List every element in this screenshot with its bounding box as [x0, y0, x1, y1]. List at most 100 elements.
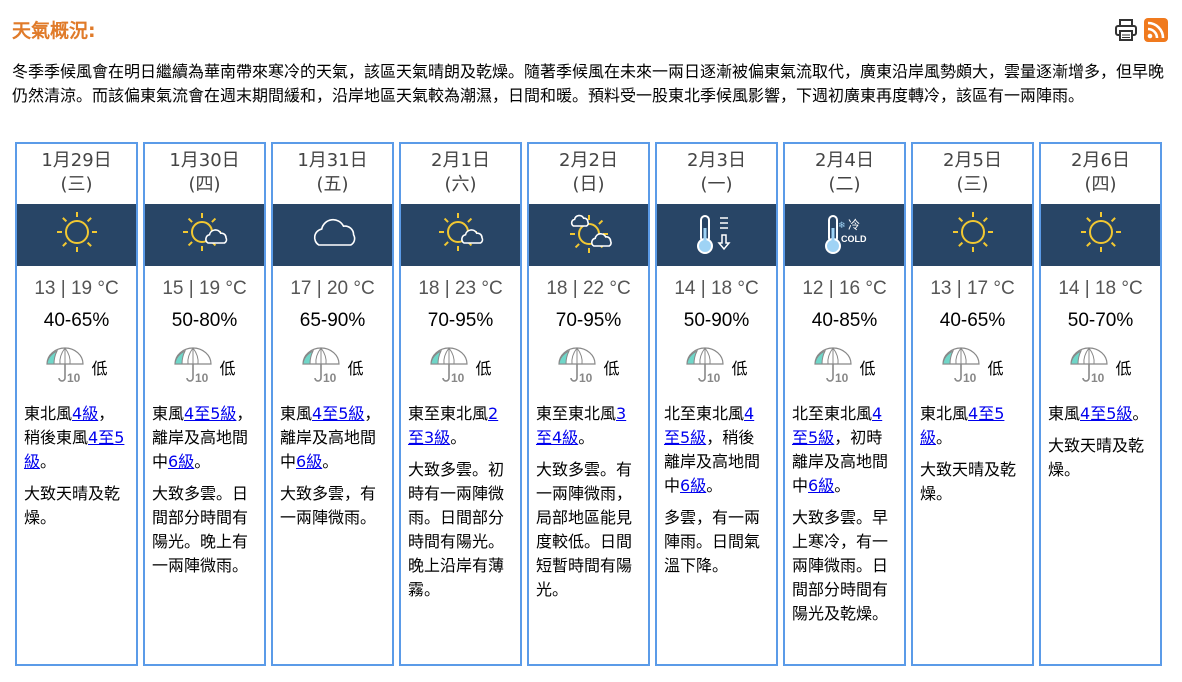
wind-text: 東北風 — [920, 404, 969, 423]
wind-force-link[interactable]: 6級 — [680, 476, 707, 495]
wind-text: ，稍後離岸及高地間中 — [664, 428, 761, 495]
weekday-label: (三) — [60, 174, 93, 195]
date-label: 2月6日 — [1071, 150, 1130, 171]
temperature-range: 14 | 18 °C — [674, 278, 759, 299]
wind-forecast: 北至東北風4至5級，初時離岸及高地間中6級。 — [792, 402, 898, 498]
svg-text:10: 10 — [579, 371, 593, 384]
wind-force-link[interactable]: 4至5級 — [792, 404, 883, 447]
svg-text:10: 10 — [323, 371, 337, 384]
umbrella-icon: 10 — [429, 346, 471, 388]
rain-probability: 低 — [859, 359, 876, 378]
wind-text: 東北風 — [24, 404, 73, 423]
cloudy-weather-icon — [303, 210, 363, 260]
wind-text: 。 — [706, 476, 723, 495]
forecast-date: 2月6日 (四) — [1041, 144, 1160, 204]
wind-force-link[interactable]: 3至4級 — [536, 404, 627, 447]
forecast-day: 2月1日 (六) 18 | 23 °C 70-95% 10 低 東至東北風2至3級。… — [399, 142, 522, 666]
forecast-date: 2月5日 (三) — [913, 144, 1032, 204]
wind-forecast: 東至東北風2至3級。 — [408, 402, 514, 450]
wind-force-link[interactable]: 6級 — [808, 476, 835, 495]
date-label: 2月4日 — [815, 150, 874, 171]
forecast-date: 1月31日 (五) — [273, 144, 392, 204]
forecast-day: 2月2日 (日) 18 | 22 °C 70-95% 10 低 東至東北風3至4級。… — [527, 142, 650, 666]
temperature-range: 12 | 16 °C — [802, 278, 887, 299]
weekday-label: (一) — [700, 174, 733, 195]
forecast-day: 2月4日 (二) ❄ 冷 COLD 12 | 16 °C 40-85% 10 低 北至東… — [783, 142, 906, 666]
wind-text: ，稍後東風 — [24, 404, 115, 447]
weather-overview-text: 冬季季候風會在明日繼續為華南帶來寒冷的天氣，該區天氣晴朗及乾燥。隨著季候風在未來… — [12, 62, 1165, 105]
rain-probability: 低 — [987, 359, 1004, 378]
rain-probability: 低 — [219, 359, 236, 378]
wind-force-link[interactable]: 2至3級 — [408, 404, 499, 447]
wind-force-link[interactable]: 4至5級 — [920, 404, 1005, 447]
wind-text: 。 — [834, 476, 851, 495]
forecast-days: 1月29日 (三) 13 | 19 °C 40-65% 10 低 東北風4級，稍後東… — [15, 142, 1162, 666]
wind-forecast: 東風4至5級。 — [1048, 402, 1154, 426]
umbrella-icon: 10 — [557, 346, 599, 388]
svg-text:10: 10 — [195, 371, 209, 384]
wind-force-link[interactable]: 4級 — [72, 404, 99, 423]
cold-en-label: COLD — [841, 234, 867, 244]
wind-text: 東風 — [280, 404, 313, 423]
rss-icon[interactable] — [1144, 18, 1168, 46]
wind-force-link[interactable]: 4至5級 — [664, 404, 755, 447]
svg-text:10: 10 — [835, 371, 849, 384]
umbrella-icon: 10 — [1069, 346, 1111, 388]
wind-text: 。 — [40, 452, 57, 471]
rain-probability: 低 — [603, 359, 620, 378]
weekday-label: (三) — [956, 174, 989, 195]
printer-icon[interactable] — [1114, 19, 1138, 45]
umbrella-icon: 10 — [685, 346, 727, 388]
humidity-range: 70-95% — [427, 310, 494, 331]
temperature-range: 13 | 17 °C — [930, 278, 1015, 299]
wind-forecast: 北至東北風4至5級，稍後離岸及高地間中6級。 — [664, 402, 770, 498]
weekday-label: (四) — [1084, 174, 1117, 195]
umbrella-icon: 10 — [45, 346, 87, 388]
wind-text: ，離岸及高地間中 — [152, 404, 253, 471]
svg-text:❄: ❄ — [838, 221, 846, 231]
wind-text: 東至東北風 — [536, 404, 617, 423]
wind-force-link[interactable]: 6級 — [168, 452, 195, 471]
temperature-range: 18 | 22 °C — [546, 278, 631, 299]
forecast-day: 2月3日 (一) 14 | 18 °C 50-90% 10 低 北至東北風4至5級，… — [655, 142, 778, 666]
wind-text: ，離岸及高地間中 — [280, 404, 381, 471]
wind-force-link[interactable]: 4至5級 — [312, 404, 365, 423]
temperature-range: 15 | 19 °C — [162, 278, 247, 299]
cool-weather-icon — [687, 210, 747, 260]
sunny-intervals-weather-icon — [559, 210, 619, 260]
umbrella-icon: 10 — [173, 346, 215, 388]
umbrella-icon: 10 — [941, 346, 983, 388]
forecast-date: 2月2日 (日) — [529, 144, 648, 204]
weekday-label: (六) — [444, 174, 477, 195]
weekday-label: (二) — [828, 174, 861, 195]
wind-force-link[interactable]: 4至5級 — [1080, 404, 1133, 423]
wind-forecast: 東北風4至5級。 — [920, 402, 1026, 450]
wind-text: 。 — [936, 428, 953, 447]
forecast-date: 1月29日 (三) — [17, 144, 136, 204]
sunny-periods-weather-icon — [431, 210, 491, 260]
humidity-range: 70-95% — [555, 310, 622, 331]
wind-forecast: 東風4至5級，離岸及高地間中6級。 — [152, 402, 258, 474]
toolbar — [1114, 18, 1168, 46]
forecast-day: 1月31日 (五) 17 | 20 °C 65-90% 10 低 東風4至5級，離岸… — [271, 142, 394, 666]
sunny-weather-icon — [943, 210, 1003, 260]
rain-probability: 低 — [91, 359, 108, 378]
wind-text: 東風 — [1048, 404, 1081, 423]
rain-probability: 低 — [731, 359, 748, 378]
humidity-range: 50-70% — [1067, 310, 1134, 331]
wind-text: 。 — [322, 452, 339, 471]
weather-description: 大致多雲。日間部分時間有陽光。晚上有一兩陣微雨。 — [152, 484, 249, 575]
wind-force-link[interactable]: 4至5級 — [24, 428, 125, 471]
forecast-date: 2月4日 (二) — [785, 144, 904, 204]
wind-text: 。 — [578, 428, 595, 447]
humidity-range: 40-65% — [939, 310, 1006, 331]
wind-forecast: 東風4至5級，離岸及高地間中6級。 — [280, 402, 386, 474]
wind-force-link[interactable]: 4至5級 — [184, 404, 237, 423]
svg-text:10: 10 — [963, 371, 977, 384]
wind-text: 東至東北風 — [408, 404, 489, 423]
wind-force-link[interactable]: 6級 — [296, 452, 323, 471]
weekday-label: (日) — [572, 174, 605, 195]
cold-cn-label: 冷 — [848, 218, 860, 232]
humidity-range: 40-65% — [43, 310, 110, 331]
date-label: 2月5日 — [943, 150, 1002, 171]
